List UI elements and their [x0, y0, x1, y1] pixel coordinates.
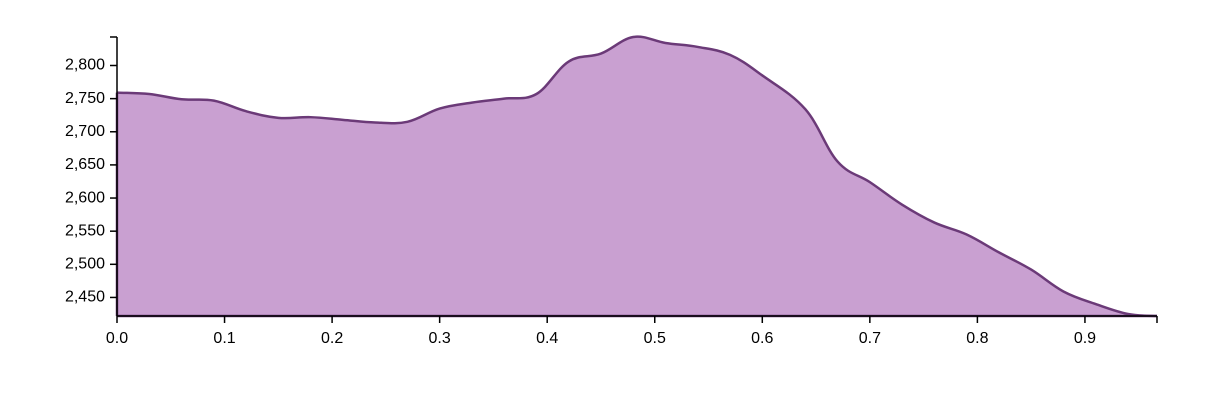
x-tick-label: 0.7	[859, 330, 881, 347]
x-tick-label: 0.5	[644, 330, 666, 347]
x-axis-ticks: 0.0 0.1 0.2 0.3 0.4 0.5 0.6 0.7 0.8 0.9	[106, 316, 1096, 347]
y-tick-label: 2,750	[65, 90, 105, 107]
x-tick-label: 0.0	[106, 330, 128, 347]
area-layer	[115, 35, 1158, 318]
x-tick-label: 0.6	[751, 330, 773, 347]
y-tick-label: 2,650	[65, 156, 105, 173]
y-tick-label: 2,600	[65, 189, 105, 206]
area-fill	[117, 36, 1157, 316]
y-tick-label: 2,450	[65, 289, 105, 306]
y-tick-label: 2,800	[65, 57, 105, 74]
y-tick-label: 2,550	[65, 222, 105, 239]
y-tick-label: 2,700	[65, 123, 105, 140]
y-tick-label: 2,500	[65, 256, 105, 273]
axes-layer	[110, 36, 1158, 323]
x-tick-label: 0.2	[321, 330, 343, 347]
x-tick-label: 0.3	[429, 330, 451, 347]
x-tick-label: 0.8	[966, 330, 988, 347]
x-tick-label: 0.4	[536, 330, 558, 347]
x-tick-label: 0.9	[1074, 330, 1096, 347]
x-tick-label: 0.1	[213, 330, 235, 347]
y-axis-ticks: 2,450 2,500 2,550 2,600 2,650 2,700 2,750 2,800	[65, 57, 117, 306]
